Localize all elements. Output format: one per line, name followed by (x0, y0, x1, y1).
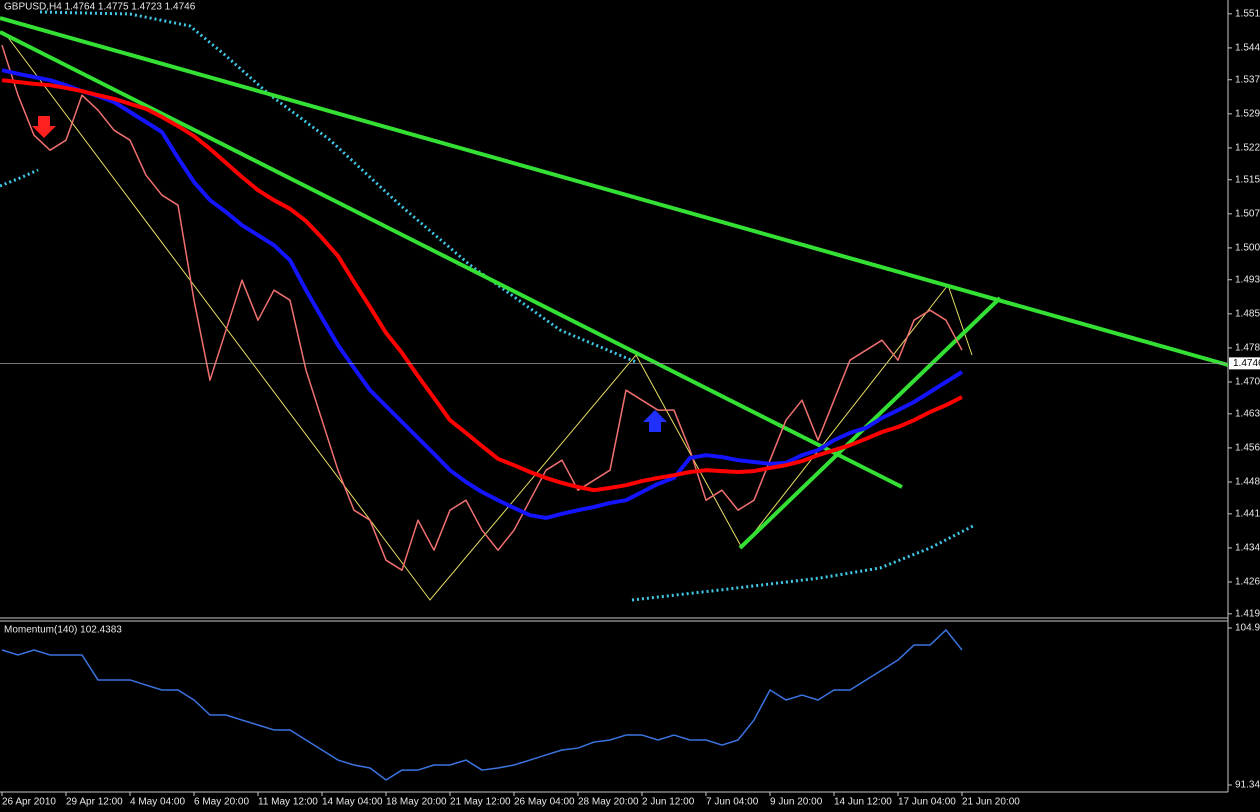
chart-title: GBPUSD,H4 1.4764 1.4775 1.4723 1.4746 (4, 2, 196, 13)
y-tick-label: 1.4415 (1235, 508, 1260, 519)
x-tick-label: 14 Jun 12:00 (834, 797, 892, 808)
x-tick-label: 21 May 12:00 (450, 797, 511, 808)
x-tick-label: 9 Jun 20:00 (770, 797, 823, 808)
y-tick-label: 1.4780 (1235, 343, 1260, 354)
series-line (1, 68, 964, 520)
y-tick-label: 91.345 (1235, 780, 1260, 791)
x-tick-label: 29 Apr 12:00 (66, 797, 123, 808)
trend-line (0, 30, 903, 489)
y-tick-label: 1.5440 (1235, 43, 1260, 54)
y-tick-label: 1.4195 (1235, 608, 1260, 619)
zigzag (3, 31, 973, 601)
x-tick-label: 14 May 04:00 (322, 797, 383, 808)
y-tick-label: 1.5075 (1235, 208, 1260, 219)
trend-line (0, 16, 1229, 367)
y-tick-label: 1.5295 (1235, 108, 1260, 119)
series-line (1, 78, 963, 493)
x-tick-label: 26 May 04:00 (514, 797, 575, 808)
y-tick-label: 1.4485 (1235, 477, 1260, 488)
y-tick-label: 1.5515 (1235, 8, 1260, 19)
sar-dots (39, 10, 637, 364)
current-price-label: 1.4746 (1233, 358, 1260, 369)
x-tick-label: 2 Jun 12:00 (642, 797, 695, 808)
y-tick-label: 1.4340 (1235, 543, 1260, 554)
y-tick-label: 1.5220 (1235, 143, 1260, 154)
y-tick-label: 1.4560 (1235, 443, 1260, 454)
y-tick-label: 1.4265 (1235, 577, 1260, 588)
sell-arrow (32, 116, 56, 138)
current-price-box (1229, 357, 1260, 370)
x-tick-label: 6 May 20:00 (194, 797, 249, 808)
x-tick-label: 4 May 04:00 (130, 797, 185, 808)
y-tick-label: 104.97 (1235, 623, 1260, 634)
series-line (1, 44, 963, 571)
x-tick-label: 11 May 12:00 (258, 797, 318, 808)
y-tick-label: 1.4635 (1235, 408, 1260, 419)
sar-dots (0, 168, 39, 188)
y-tick-label: 1.5370 (1235, 74, 1260, 85)
x-tick-label: 26 Apr 2010 (2, 797, 56, 808)
y-tick-label: 1.4705 (1235, 377, 1260, 388)
y-tick-label: 1.4930 (1235, 274, 1260, 285)
y-tick-label: 1.5150 (1235, 174, 1260, 185)
x-tick-label: 18 May 20:00 (386, 797, 447, 808)
buy-arrow (643, 410, 667, 432)
indicator-title: Momentum(140) 102.4383 (4, 625, 122, 636)
x-tick-label: 21 Jun 20:00 (962, 797, 1020, 808)
series-line (1, 629, 963, 781)
x-tick-label: 17 Jun 04:00 (898, 797, 956, 808)
y-tick-label: 1.4855 (1235, 308, 1260, 319)
x-tick-label: 28 May 20:00 (578, 797, 639, 808)
x-tick-label: 7 Jun 04:00 (706, 797, 759, 808)
y-tick-label: 1.5000 (1235, 243, 1260, 254)
